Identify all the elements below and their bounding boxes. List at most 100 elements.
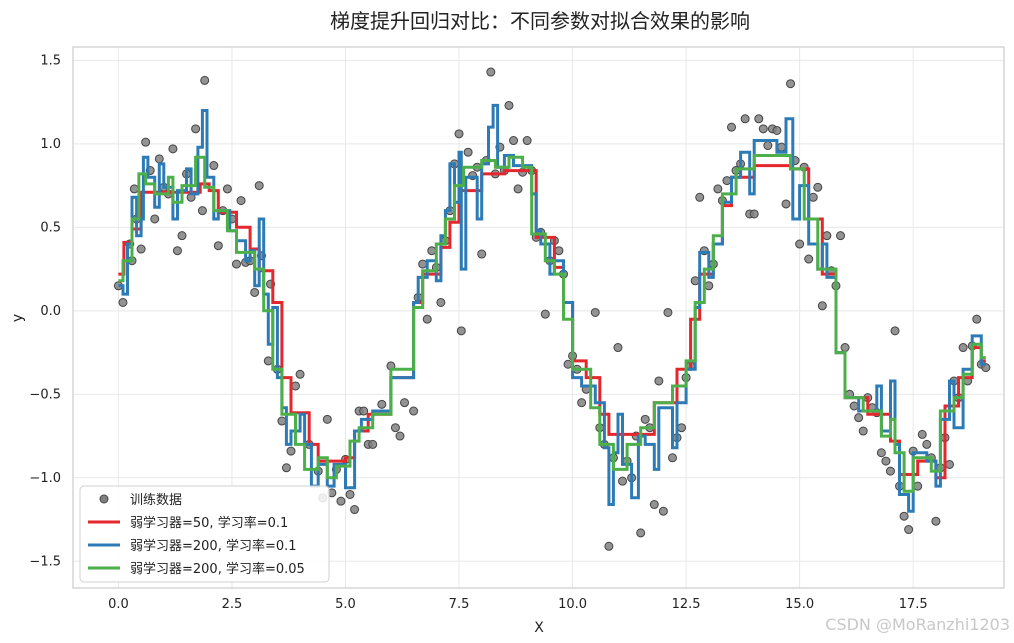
- scatter-point: [636, 528, 646, 538]
- x-axis-label: X: [534, 620, 544, 636]
- scatter-point: [690, 276, 700, 286]
- scatter-point: [359, 406, 369, 416]
- scatter-point: [150, 214, 160, 224]
- scatter-point: [222, 184, 232, 194]
- scatter-point: [840, 343, 850, 353]
- scatter-point: [281, 463, 291, 473]
- scatter-point: [409, 406, 419, 416]
- scatter-point: [727, 122, 737, 132]
- scatter-point: [213, 241, 223, 251]
- scatter-point: [400, 398, 410, 408]
- scatter-point: [509, 136, 519, 146]
- scatter-point: [418, 259, 428, 269]
- scatter-point: [795, 239, 805, 249]
- x-tick-label: 17.5: [899, 597, 928, 612]
- scatter-point: [854, 413, 864, 423]
- scatter-point: [885, 466, 895, 476]
- scatter-point: [931, 516, 941, 526]
- series-line-3: [118, 154, 986, 493]
- scatter-point: [504, 100, 514, 110]
- legend-label-series-3: 弱学习器=200, 学习率=0.05: [130, 561, 305, 577]
- scatter-point: [197, 206, 207, 216]
- scatter-point: [817, 301, 827, 311]
- scatter-point: [786, 79, 796, 89]
- scatter-point: [129, 184, 139, 194]
- scatter-point: [563, 359, 573, 369]
- scatter-point: [945, 459, 955, 469]
- scatter-point: [876, 448, 886, 458]
- scatter-point: [436, 297, 446, 307]
- scatter-point: [263, 356, 273, 366]
- scatter-point: [168, 144, 178, 154]
- scatter-point: [754, 114, 764, 124]
- y-tick-label: −1.5: [29, 554, 61, 569]
- tick-labels: 0.0 2.5 5.0 7.5 10.0 12.5 15.0 17.5 1.5 1.0 0.5 0.0…: [29, 53, 927, 612]
- legend-label-series-1: 弱学习器=50, 学习率=0.1: [130, 515, 288, 531]
- scatter-point: [368, 439, 378, 449]
- line-series: [118, 103, 986, 513]
- scatter-point: [904, 525, 914, 535]
- x-tick-label: 10.0: [558, 597, 587, 612]
- plot-area-frame: [72, 46, 1005, 589]
- scatter-point: [236, 196, 246, 206]
- legend-marker-scatter: [99, 494, 109, 504]
- scatter-point: [177, 231, 187, 241]
- scatter-point: [663, 307, 673, 317]
- scatter-point: [858, 426, 868, 436]
- scatter-point: [395, 431, 405, 441]
- scatter-point: [677, 423, 687, 433]
- y-tick-label: 0.0: [40, 304, 61, 319]
- scatter-point: [456, 326, 466, 336]
- x-tick-label: 15.0: [785, 597, 814, 612]
- scatter-point: [200, 75, 210, 85]
- scatter-point: [136, 244, 146, 254]
- x-tick-label: 7.5: [449, 597, 470, 612]
- scatter-point: [345, 489, 355, 499]
- scatter-point: [286, 446, 296, 456]
- scatter-point: [658, 506, 668, 516]
- y-tick-label: 1.0: [40, 137, 61, 152]
- scatter-point: [813, 182, 823, 192]
- scatter-point: [422, 314, 432, 324]
- scatter-point: [822, 231, 832, 241]
- chart-title: 梯度提升回归对比：不同参数对拟合效果的影响: [330, 9, 750, 33]
- scatter-point: [640, 414, 650, 424]
- x-tick-label: 12.5: [672, 597, 701, 612]
- scatter-point: [577, 398, 587, 408]
- scatter-point: [749, 209, 759, 219]
- scatter-point: [695, 192, 705, 202]
- scatter-point: [350, 505, 360, 515]
- y-tick-label: −1.0: [29, 471, 61, 486]
- scatter-point: [713, 184, 723, 194]
- scatter-point: [808, 192, 818, 202]
- scatter-point: [740, 114, 750, 124]
- scatter-point: [191, 124, 201, 134]
- y-tick-label: 1.5: [40, 53, 61, 68]
- scatter-point: [454, 129, 464, 139]
- scatter-point: [295, 369, 305, 379]
- scatter-point: [899, 511, 909, 521]
- scatter-point: [377, 399, 387, 409]
- legend: 训练数据 弱学习器=50, 学习率=0.1 弱学习器=200, 学习率=0.1 …: [79, 485, 330, 583]
- scatter-point: [972, 314, 982, 324]
- scatter-point: [758, 124, 768, 134]
- series-line-2: [118, 103, 986, 513]
- scatter-point: [209, 161, 219, 171]
- scatter-point: [654, 376, 664, 386]
- scatter-point: [613, 343, 623, 353]
- scatter-point: [917, 429, 927, 439]
- scatter-point: [250, 287, 260, 297]
- scatter-point: [486, 67, 496, 77]
- scatter-point: [890, 326, 900, 336]
- scatter-point: [390, 423, 400, 433]
- scatter-point: [540, 309, 550, 319]
- scatter-point: [554, 246, 564, 256]
- scatter-point: [958, 343, 968, 353]
- scatter-point: [922, 439, 932, 449]
- scatter-point: [722, 176, 732, 186]
- scatter-point: [513, 184, 523, 194]
- scatter-point: [522, 136, 532, 146]
- scatter-point: [667, 453, 677, 463]
- scatter-point: [913, 481, 923, 491]
